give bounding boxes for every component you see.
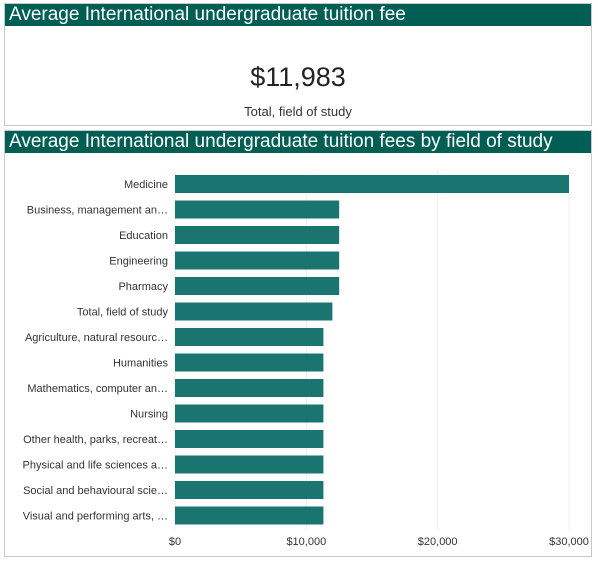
bar bbox=[175, 404, 324, 423]
bar bbox=[175, 175, 569, 193]
category-label: Pharmacy bbox=[118, 281, 168, 293]
kpi-card-title: Average International undergraduate tuit… bbox=[5, 4, 591, 26]
category-label: Other health, parks, recreat… bbox=[23, 434, 168, 446]
bar bbox=[175, 277, 340, 295]
bar bbox=[175, 455, 324, 474]
bar bbox=[175, 379, 324, 397]
category-label: Visual and performing arts, … bbox=[23, 511, 168, 523]
bar bbox=[175, 302, 333, 321]
category-label: Education bbox=[119, 230, 168, 242]
category-label: Social and behavioural scie… bbox=[23, 485, 168, 497]
x-tick-label: $20,000 bbox=[418, 536, 458, 548]
bar bbox=[175, 430, 324, 448]
bar bbox=[175, 226, 340, 244]
bar bbox=[175, 200, 340, 219]
bar bbox=[175, 506, 324, 525]
bar bbox=[175, 328, 324, 346]
kpi-label: Total, field of study bbox=[244, 104, 352, 119]
category-label: Physical and life sciences a… bbox=[22, 460, 168, 472]
category-label: Business, management an… bbox=[27, 205, 168, 217]
category-label: Medicine bbox=[124, 179, 168, 191]
category-label: Mathematics, computer an… bbox=[27, 383, 168, 395]
bar bbox=[175, 481, 324, 499]
kpi-value: $11,983 bbox=[250, 62, 346, 92]
x-tick-label: $0 bbox=[169, 536, 181, 548]
bar bbox=[175, 251, 340, 270]
category-label: Engineering bbox=[109, 256, 168, 268]
bar-chart: Medicine Business, management an… Educatio… bbox=[22, 171, 589, 548]
category-label: Agriculture, natural resourc… bbox=[25, 332, 168, 344]
bar bbox=[175, 353, 324, 372]
kpi-card: Average International undergraduate tuit… bbox=[4, 3, 592, 126]
category-label: Humanities bbox=[113, 358, 169, 370]
bar-chart-card: Average International undergraduate tuit… bbox=[4, 130, 592, 557]
category-label: Nursing bbox=[130, 409, 168, 421]
chart-title: Average International undergraduate tuit… bbox=[5, 131, 591, 153]
x-tick-label: $10,000 bbox=[286, 536, 326, 548]
x-tick-label: $30,000 bbox=[549, 536, 589, 548]
category-label: Total, field of study bbox=[77, 307, 169, 319]
